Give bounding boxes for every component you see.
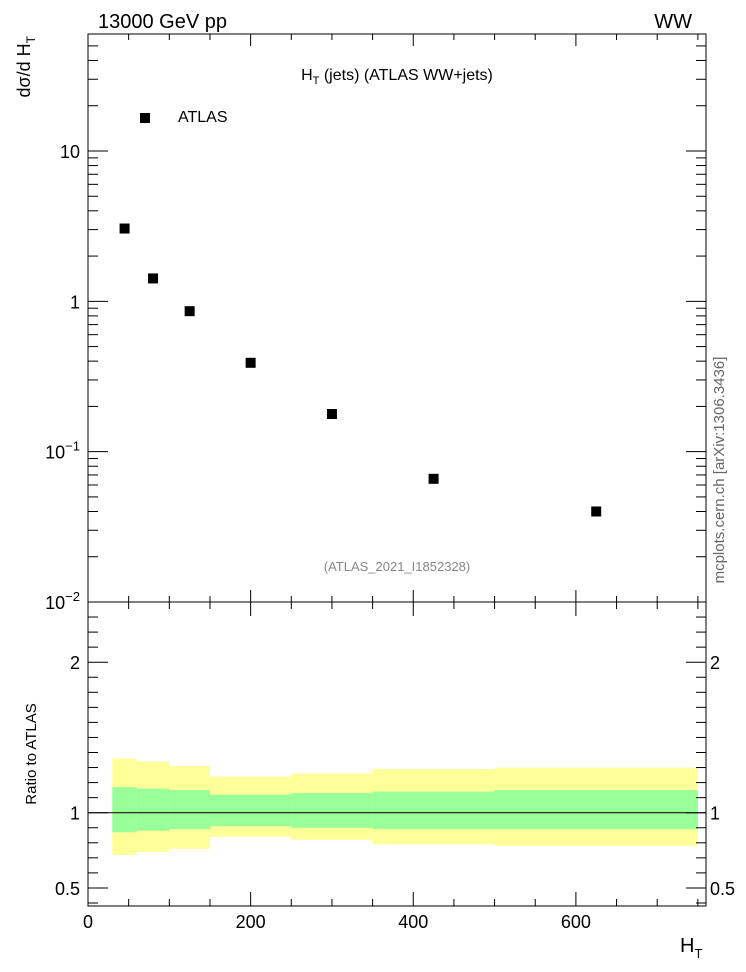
ratio-band-inner (136, 788, 170, 831)
x-tick-labels: 0 200 400 600 (83, 912, 591, 932)
ratio-band-inner (112, 787, 137, 833)
bottom-y-tick-label-right: 0.5 (710, 879, 735, 899)
data-point (326, 409, 337, 420)
bottom-y-tick-label-left: 2 (70, 653, 80, 673)
data-point (119, 223, 130, 234)
data-point (428, 473, 439, 484)
x-tick-label: 0 (83, 912, 93, 932)
bottom-axis-ticks (87, 601, 706, 906)
bottom-y-tick-label-left: 0.5 (55, 879, 80, 899)
header-right: WW (654, 11, 692, 33)
analysis-label: (ATLAS_2021_I1852328) (324, 559, 470, 574)
top-title: HT (jets) (ATLAS WW+jets) (301, 67, 493, 87)
top-y-tick-label: 10 (60, 142, 80, 162)
top-axis-ticks (87, 33, 706, 603)
ratio-band-inner (209, 794, 292, 827)
data-points (119, 223, 602, 517)
data-point (591, 506, 602, 517)
top-y-tick-label: 10−2 (45, 589, 80, 613)
x-tick-label: 600 (561, 912, 591, 932)
bottom-y-tick-label-right: 2 (710, 653, 720, 673)
ratio-bands (112, 758, 698, 855)
bottom-panel: 0.5 0.5 1 1 2 2 0 200 400 600 Ratio to ATLAS HT (23, 601, 735, 961)
ratio-band-inner (169, 790, 210, 830)
bottom-y-tick-label-left: 1 (70, 804, 80, 824)
x-tick-label: 400 (398, 912, 428, 932)
ratio-band-inner (291, 793, 373, 828)
top-y-tick-labels: 10 1 10−1 10−2 (45, 142, 80, 613)
data-point (148, 273, 159, 284)
top-panel: HT (jets) (ATLAS WW+jets) ATLAS (ATLAS_2… (14, 33, 707, 613)
top-ylabel: dσ/d HT (14, 35, 38, 97)
top-y-tick-label: 10−1 (45, 439, 80, 463)
legend-marker (140, 113, 150, 123)
top-y-tick-label: 1 (70, 292, 80, 312)
bottom-panel-frame (87, 601, 707, 907)
legend-label: ATLAS (178, 109, 228, 126)
bottom-y-tick-labels: 0.5 0.5 1 1 2 2 (55, 653, 735, 899)
bottom-ylabel: Ratio to ATLAS (23, 703, 40, 804)
ratio-band-inner (372, 791, 495, 830)
x-tick-label: 200 (236, 912, 266, 932)
data-point (184, 306, 195, 317)
data-point (245, 357, 256, 368)
bottom-y-tick-label-right: 1 (710, 804, 720, 824)
side-label: mcplots.cern.ch [arXiv:1306.3436] (711, 357, 728, 584)
header-left: 13000 GeV pp (98, 11, 227, 33)
ratio-band-inner (494, 790, 698, 830)
x-axis-label: HT (680, 935, 702, 961)
